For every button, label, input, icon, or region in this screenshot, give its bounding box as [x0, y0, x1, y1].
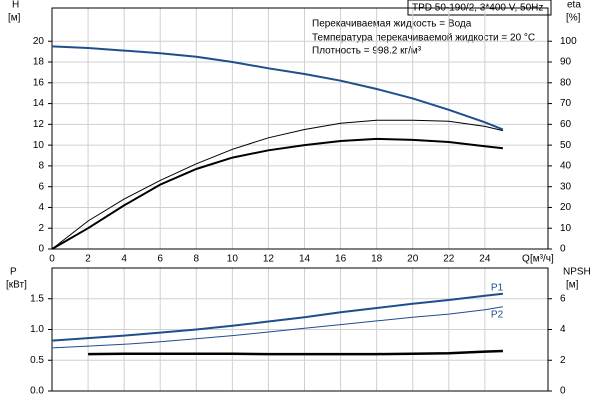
y2-axis-label: NPSH — [563, 267, 591, 278]
y2-tick-label: 90 — [560, 57, 572, 68]
y-tick-label: 1.5 — [30, 293, 44, 304]
y2-tick-label: 10 — [560, 223, 572, 234]
series-line — [51, 137, 504, 250]
y-tick-label: 18 — [33, 57, 45, 68]
series-line — [51, 45, 504, 131]
series-line — [51, 119, 504, 250]
x-tick-label: 16 — [335, 254, 347, 265]
y-tick-label: 2 — [38, 223, 44, 234]
y-tick-label: 14 — [33, 98, 45, 109]
y-axis-label: H — [12, 0, 19, 11]
x-tick-label: 6 — [157, 254, 163, 265]
y2-tick-label: 0 — [560, 386, 566, 397]
annotation: Температура перекачиваемой жидкости = 20… — [312, 33, 535, 44]
y2-tick-label: 50 — [560, 140, 572, 151]
series-label: P2 — [491, 309, 504, 320]
y2-tick-label: 60 — [560, 119, 572, 130]
x-tick-label: 24 — [479, 254, 491, 265]
x-tick-label: 2 — [85, 254, 91, 265]
y-tick-label: 8 — [38, 161, 44, 172]
y-tick-label: 0 — [38, 244, 44, 255]
y-tick-label: 1.0 — [30, 324, 44, 335]
x-tick-label: 4 — [121, 254, 127, 265]
y2-tick-label: 80 — [560, 77, 572, 88]
y2-tick-label: 2 — [560, 355, 566, 366]
y-tick-label: 20 — [33, 36, 45, 47]
x-tick-label: 12 — [263, 254, 275, 265]
annotation: Плотность = 998.2 кг/м³ — [312, 46, 422, 57]
y2-tick-label: 70 — [560, 98, 572, 109]
y-tick-label: 4 — [38, 202, 44, 213]
y-axis-unit: [м] — [8, 13, 21, 24]
x-tick-label: 18 — [371, 254, 383, 265]
y2-axis-unit: [м] — [566, 280, 579, 291]
y2-axis-unit: [%] — [566, 13, 581, 24]
series-line — [88, 349, 503, 356]
y2-tick-label: 40 — [560, 161, 572, 172]
annotation: Перекачиваемая жидкость = Вода — [312, 19, 472, 30]
x-tick-label: 0 — [49, 254, 55, 265]
y-tick-label: 16 — [33, 77, 45, 88]
x-tick-label: 20 — [407, 254, 419, 265]
y2-tick-label: 4 — [560, 324, 566, 335]
y-axis-unit: [кВт] — [6, 280, 27, 291]
y2-tick-label: 0 — [560, 244, 566, 255]
series-line — [51, 306, 503, 349]
y-axis-label: P — [10, 267, 17, 278]
y-tick-label: 0.5 — [30, 355, 44, 366]
x-tick-label: 8 — [194, 254, 200, 265]
y-tick-label: 10 — [33, 140, 45, 151]
series-line — [51, 292, 504, 342]
series-label: P1 — [491, 282, 504, 293]
y-tick-label: 12 — [33, 119, 45, 130]
y-tick-label: 6 — [38, 181, 44, 192]
y2-tick-label: 100 — [560, 36, 577, 47]
x-tick-label: 14 — [299, 254, 311, 265]
x-axis-unit: [м³/ч] — [530, 254, 554, 265]
y2-tick-label: 30 — [560, 181, 572, 192]
x-tick-label: 10 — [227, 254, 239, 265]
plot-frame — [51, 7, 549, 250]
y2-tick-label: 6 — [560, 293, 566, 304]
x-axis-label: Q — [522, 254, 530, 265]
y2-axis-label: eta — [567, 0, 581, 11]
y-tick-label: 0.0 — [30, 386, 44, 397]
x-tick-label: 22 — [443, 254, 455, 265]
plot-frame — [51, 267, 549, 392]
y2-tick-label: 20 — [560, 202, 572, 213]
